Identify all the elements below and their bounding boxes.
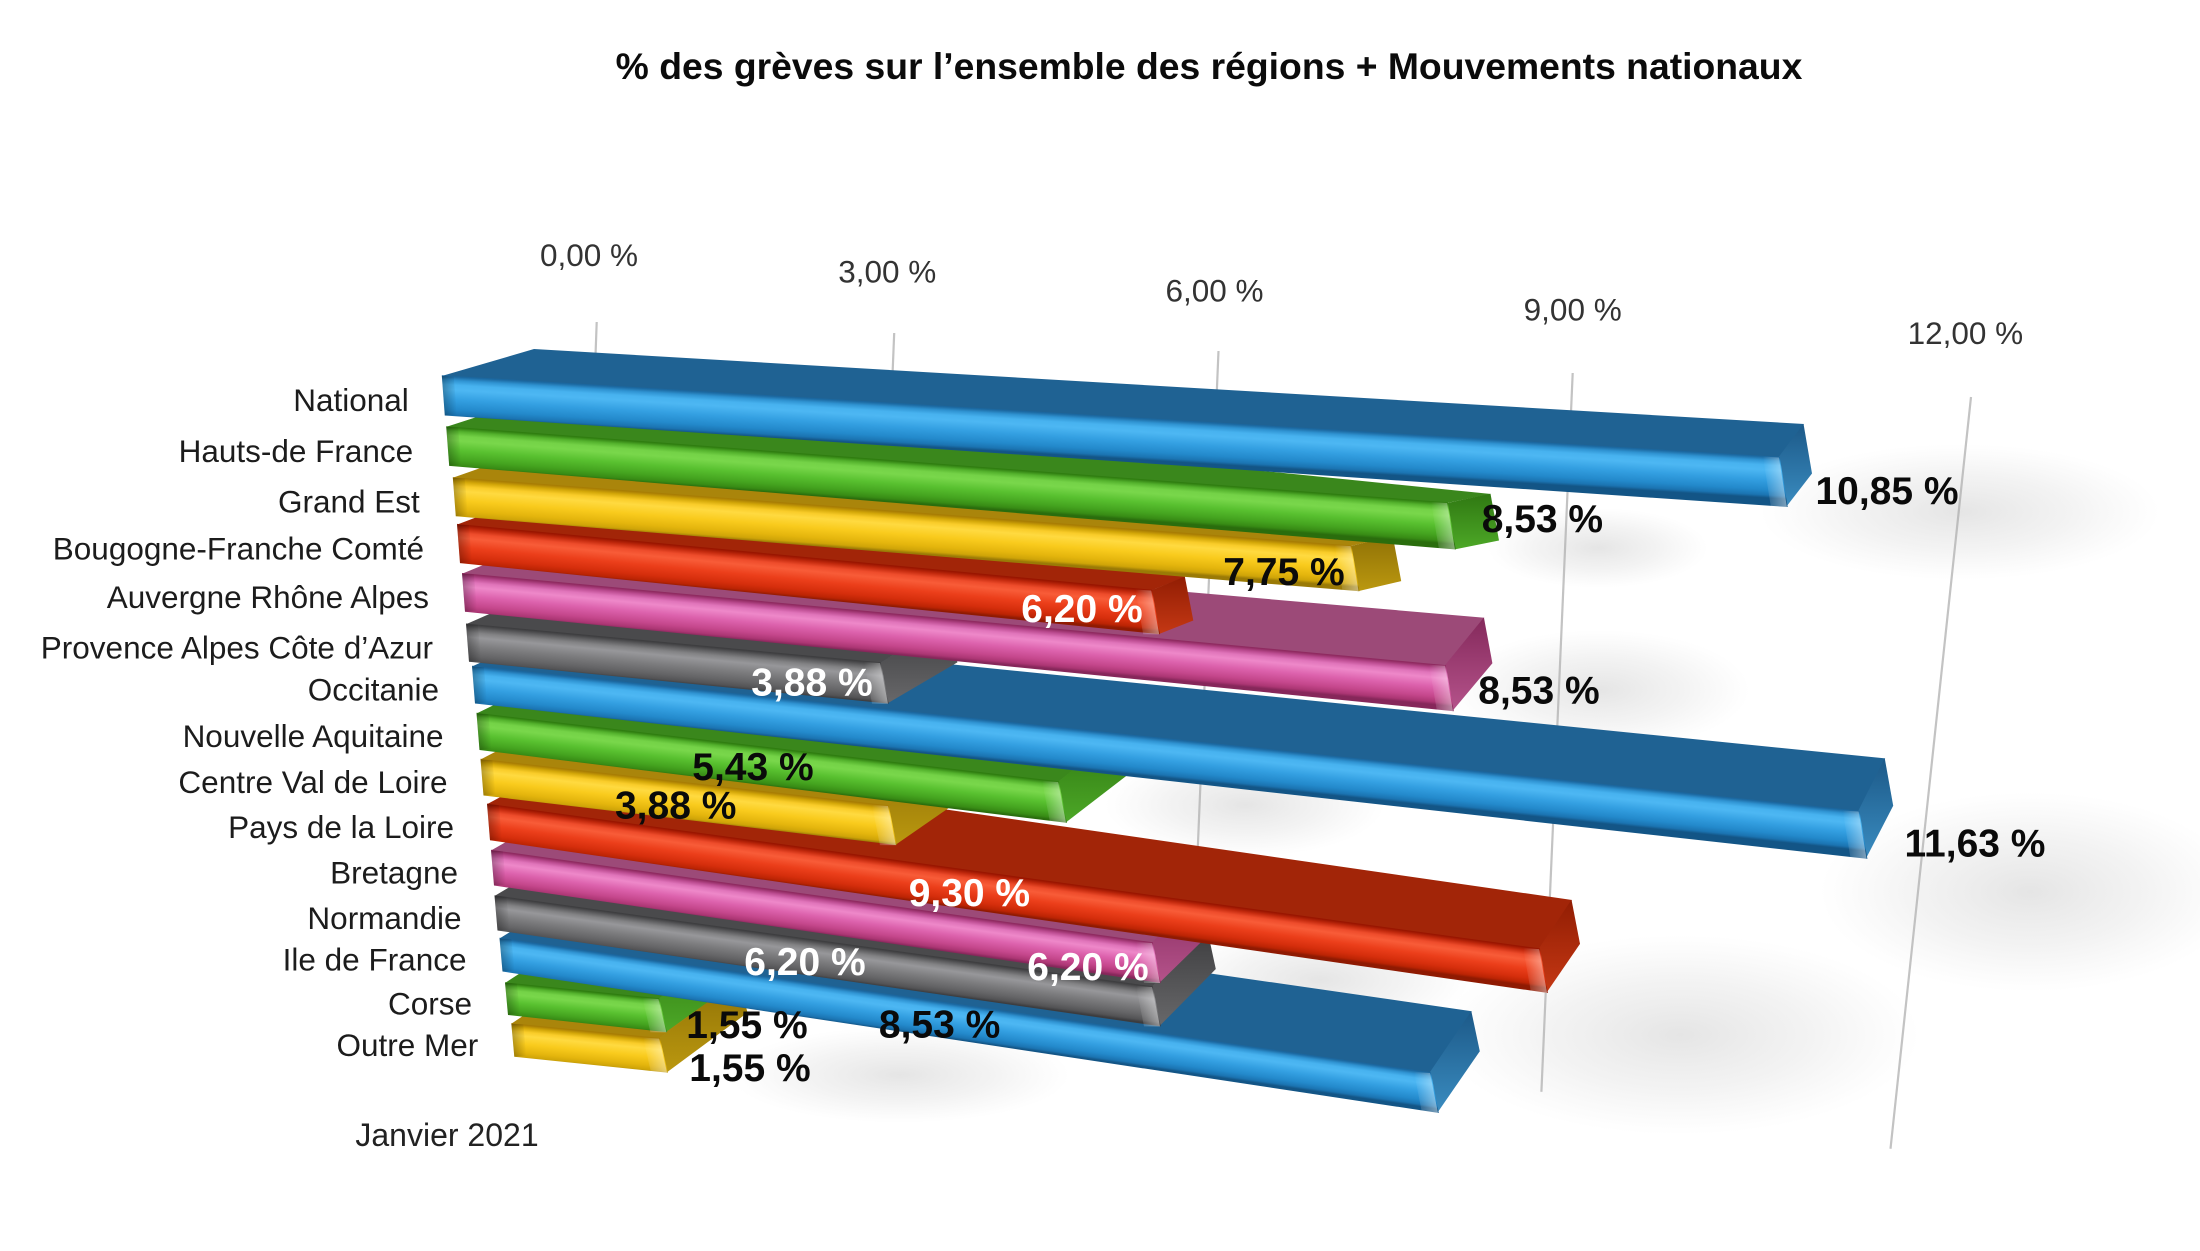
- svg-text:5,43 %: 5,43 %: [692, 746, 813, 789]
- svg-text:National: National: [293, 382, 409, 418]
- svg-text:8,53 %: 8,53 %: [879, 1004, 1000, 1047]
- svg-text:3,88 %: 3,88 %: [615, 785, 736, 828]
- svg-text:Provence Alpes Côte d’Azur: Provence Alpes Côte d’Azur: [41, 630, 433, 666]
- svg-text:Occitanie: Occitanie: [308, 672, 439, 708]
- svg-text:Bougogne-Franche Comté: Bougogne-Franche Comté: [53, 530, 424, 566]
- svg-text:10,85 %: 10,85 %: [1815, 470, 1958, 513]
- svg-text:Nouvelle Aquitaine: Nouvelle Aquitaine: [183, 718, 444, 754]
- svg-text:Janvier 2021: Janvier 2021: [355, 1117, 538, 1153]
- svg-text:7,75 %: 7,75 %: [1223, 551, 1344, 594]
- svg-text:3,88 %: 3,88 %: [751, 662, 872, 705]
- svg-text:8,53 %: 8,53 %: [1478, 669, 1599, 712]
- svg-text:Grand Est: Grand Est: [278, 484, 420, 520]
- svg-text:6,20 %: 6,20 %: [744, 941, 865, 984]
- svg-text:6,00 %: 6,00 %: [1165, 272, 1263, 308]
- svg-text:Ile de France: Ile de France: [283, 942, 467, 978]
- svg-text:0,00 %: 0,00 %: [540, 237, 638, 273]
- svg-text:9,00 %: 9,00 %: [1524, 292, 1622, 328]
- svg-text:Bretagne: Bretagne: [330, 855, 458, 891]
- svg-text:6,20 %: 6,20 %: [1027, 946, 1148, 989]
- svg-text:3,00 %: 3,00 %: [838, 253, 936, 289]
- svg-text:11,63 %: 11,63 %: [1905, 823, 2046, 866]
- svg-text:Centre Val de Loire: Centre Val de Loire: [178, 764, 447, 800]
- svg-text:1,55 %: 1,55 %: [689, 1047, 810, 1090]
- svg-text:6,20 %: 6,20 %: [1021, 588, 1142, 631]
- svg-text:8,53 %: 8,53 %: [1482, 498, 1603, 541]
- svg-text:% des grèves sur l’ensemble de: % des grèves sur l’ensemble des régions …: [616, 45, 1803, 87]
- svg-text:Pays de la Loire: Pays de la Loire: [228, 809, 454, 845]
- svg-text:Outre Mer: Outre Mer: [337, 1027, 479, 1063]
- svg-text:Corse: Corse: [388, 986, 472, 1022]
- svg-text:Auvergne Rhône Alpes: Auvergne Rhône Alpes: [107, 579, 429, 615]
- svg-text:Hauts-de France: Hauts-de France: [179, 433, 414, 469]
- svg-text:9,30 %: 9,30 %: [909, 872, 1030, 915]
- svg-text:1,55 %: 1,55 %: [686, 1004, 807, 1047]
- svg-text:12,00 %: 12,00 %: [1908, 315, 2024, 351]
- svg-text:Normandie: Normandie: [307, 900, 461, 936]
